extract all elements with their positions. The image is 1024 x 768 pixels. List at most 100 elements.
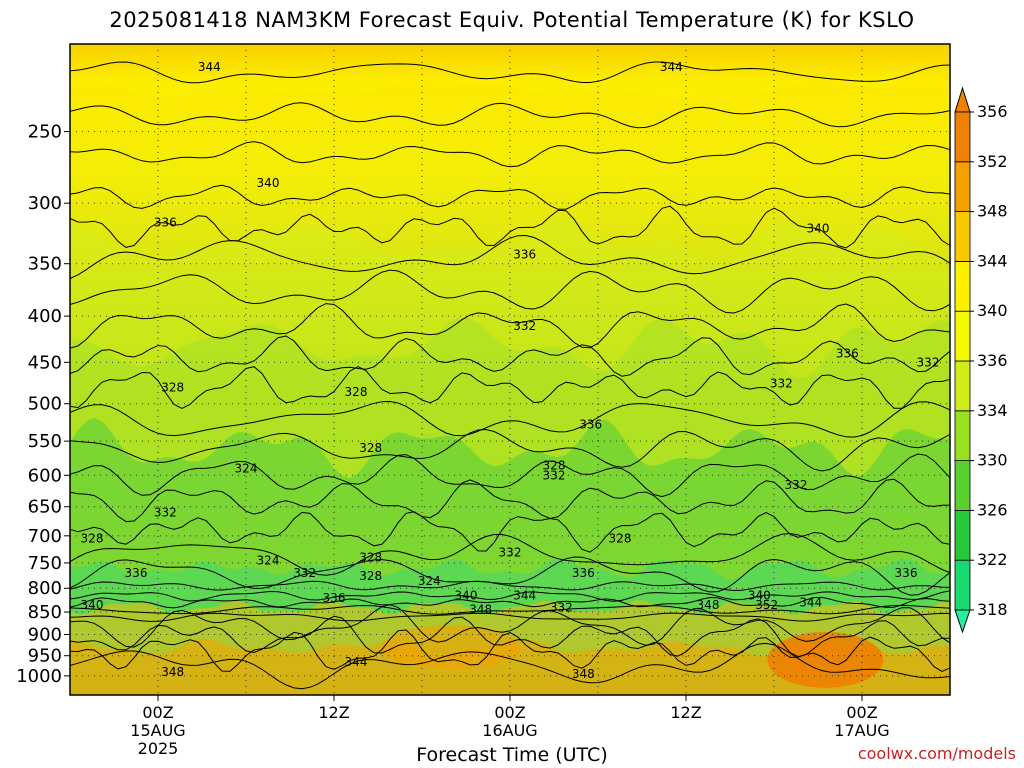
contour-label: 336 [895,566,918,580]
contour-label: 344 [660,60,683,74]
contour-line [69,604,951,615]
contour-line [69,596,951,609]
contour-line [69,61,951,84]
contour-line [69,205,951,249]
field-band [70,638,950,695]
contour-label: 328 [609,532,632,546]
contour-label: 340 [748,589,771,603]
colorbar-max-arrow [954,86,971,113]
contour-line [69,269,951,314]
contour-line [69,400,951,438]
y-tick-label: 550 [28,431,62,452]
colorbar-tick-label: 340 [977,301,1008,320]
contour-line [69,556,951,596]
contour-label: 340 [807,222,830,236]
contour-label: 332 [543,468,566,482]
contour-line [69,642,951,690]
colorbar-segment [954,509,971,561]
contour-line [69,141,951,168]
contour-line [69,453,951,498]
y-tick-label: 250 [28,122,62,143]
contour-label: 332 [513,319,536,333]
colorbar-segment [954,410,971,461]
contour-label: 328 [359,569,382,583]
x-tick-label: 17AUG [834,721,889,740]
contour-line [69,335,951,377]
colorbar-tick-label: 352 [977,152,1008,171]
x-axis-title: Forecast Time (UTC) [416,744,608,766]
y-tick-label: 650 [28,497,62,518]
contour-line [69,366,951,409]
contour-label: 344 [345,655,368,669]
contour-label: 336 [579,417,602,431]
y-tick-label: 400 [28,306,62,327]
contour-label: 348 [161,665,184,679]
contour-label: 336 [154,215,177,229]
contour-label: 336 [323,591,346,605]
colorbar-tick-label: 348 [977,202,1008,221]
contour-label: 328 [161,381,184,395]
x-tick-label: 15AUG [130,721,185,740]
chart-title: 2025081418 NAM3KM Forecast Equiv. Potent… [109,8,915,32]
colorbar-tick-label: 356 [977,102,1008,121]
warm-core [381,625,522,670]
contour-line [69,604,951,648]
colorbar-tick-label: 326 [977,500,1008,519]
contour-label: 340 [257,176,280,190]
contour-label: 332 [785,478,808,492]
colorbar-segment [954,360,971,412]
contour-line [69,303,951,349]
contour-label: 352 [755,598,778,612]
colorbar-tick-label: 344 [977,251,1008,270]
colorbar-tick-label: 318 [977,600,1008,619]
contour-line [69,511,951,553]
contour-lines [69,61,951,690]
contour-label: 348 [469,603,492,617]
contour-label: 328 [359,551,382,565]
y-axis: 2503003504004505005506006507007508008509… [16,122,70,687]
contour-line [69,612,951,622]
source-credit[interactable]: coolwx.com/models [857,744,1016,763]
contour-label: 336 [125,566,148,580]
colorbar-segment [954,260,971,312]
x-tick-label: 00Z [142,703,173,722]
colorbar-min-arrow [954,609,971,634]
contour-line [69,590,951,602]
contour-label: 332 [154,506,177,520]
contour-label: 344 [513,589,536,603]
colorbar-tick-label: 330 [977,451,1008,470]
contour-label: 328 [359,441,382,455]
colorbar-tick-label: 322 [977,550,1008,569]
contour-label: 348 [572,667,595,681]
y-tick-label: 900 [28,624,62,645]
warm-core [767,631,884,688]
contour-label: 336 [572,566,595,580]
contour-label: 344 [198,60,221,74]
colorbar-segment [954,310,971,362]
contour-label: 328 [345,385,368,399]
contour-label: 332 [499,545,522,559]
contour-label: 324 [257,553,280,567]
contour-label: 328 [543,458,566,472]
contour-label: 328 [81,532,104,546]
contour-label: 332 [550,600,573,614]
contour-line [69,234,951,279]
x-tick-label: 12Z [318,703,349,722]
contour-line [69,580,951,592]
x-tick-label: 12Z [670,703,701,722]
y-tick-label: 600 [28,465,62,486]
colorbar-tick-label: 334 [977,401,1008,420]
x-tick-label: 2025 [138,739,179,758]
contour-line [69,184,951,210]
y-tick-label: 700 [28,526,62,547]
contour-label: 332 [293,566,316,580]
colorbar-segment [954,559,971,611]
colorbar-tick-label: 336 [977,351,1008,370]
x-tick-label: 00Z [494,703,525,722]
contour-label: 336 [513,248,536,262]
contour-label: 344 [799,596,822,610]
contour-label: 332 [917,355,940,369]
